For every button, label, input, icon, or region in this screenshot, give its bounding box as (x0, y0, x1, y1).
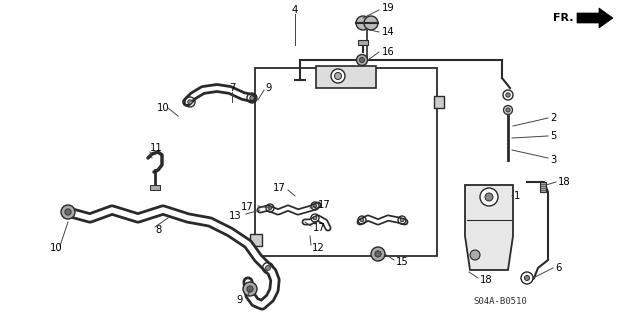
Text: 12: 12 (312, 243, 324, 253)
Text: 2: 2 (550, 113, 556, 123)
Text: 14: 14 (382, 27, 395, 37)
Circle shape (506, 108, 510, 112)
Text: 16: 16 (382, 47, 395, 57)
Circle shape (266, 265, 271, 271)
Circle shape (360, 218, 364, 222)
Circle shape (250, 96, 254, 100)
Text: 5: 5 (550, 131, 556, 141)
Circle shape (313, 204, 317, 208)
Circle shape (65, 209, 71, 215)
Circle shape (268, 206, 272, 210)
Text: 4: 4 (292, 5, 298, 15)
Circle shape (331, 69, 345, 83)
Circle shape (356, 16, 370, 30)
Circle shape (247, 286, 253, 292)
Bar (358, 40, 368, 45)
Circle shape (360, 57, 364, 63)
Text: 15: 15 (396, 257, 409, 267)
Circle shape (356, 55, 367, 65)
Circle shape (506, 93, 510, 97)
Text: 6: 6 (555, 263, 561, 273)
Circle shape (313, 216, 317, 220)
Text: 9: 9 (237, 295, 243, 305)
Polygon shape (465, 185, 513, 270)
Text: S04A-B0510: S04A-B0510 (473, 298, 527, 307)
Bar (316, 66, 376, 88)
Circle shape (504, 106, 513, 115)
Text: FR.: FR. (554, 13, 574, 23)
Bar (540, 182, 546, 192)
Text: 1: 1 (514, 191, 520, 201)
Text: 13: 13 (229, 211, 242, 221)
Circle shape (480, 188, 498, 206)
Circle shape (400, 218, 404, 222)
Circle shape (521, 272, 533, 284)
Bar (150, 185, 160, 190)
Text: 17: 17 (273, 183, 286, 193)
Circle shape (243, 282, 257, 296)
Text: 17: 17 (241, 202, 254, 212)
Circle shape (525, 276, 529, 280)
Circle shape (188, 100, 192, 104)
Text: 18: 18 (480, 275, 493, 285)
Text: 11: 11 (150, 143, 163, 153)
Circle shape (485, 193, 493, 201)
Circle shape (375, 251, 381, 257)
Polygon shape (577, 8, 613, 28)
Bar (255, 68, 437, 256)
Circle shape (364, 16, 378, 30)
Circle shape (61, 205, 75, 219)
Bar (434, 96, 444, 108)
Text: 3: 3 (550, 155, 556, 165)
Text: 10: 10 (50, 243, 63, 253)
Bar (250, 234, 262, 246)
Text: 9: 9 (265, 83, 271, 93)
Text: 18: 18 (558, 177, 571, 187)
Circle shape (335, 72, 342, 79)
Text: 10: 10 (157, 103, 170, 113)
Circle shape (371, 247, 385, 261)
Text: 17: 17 (318, 200, 331, 210)
Text: 8: 8 (155, 225, 161, 235)
Text: 7: 7 (229, 83, 235, 93)
Text: 19: 19 (382, 3, 395, 13)
Text: 17: 17 (313, 223, 326, 233)
Circle shape (470, 250, 480, 260)
